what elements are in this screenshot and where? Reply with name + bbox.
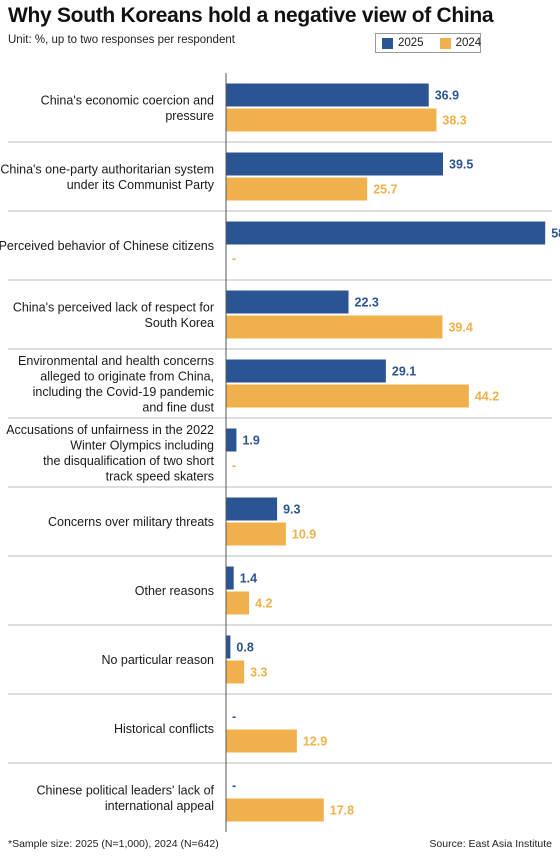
- value-label-2024: -: [232, 459, 236, 473]
- value-label-2025: 22.3: [355, 296, 379, 310]
- category-label: international appeal: [105, 799, 214, 813]
- category-label: including the Covid-19 pandemic: [33, 385, 214, 399]
- legend-swatch-2025: [382, 37, 393, 49]
- value-label-2024: 10.9: [292, 528, 316, 542]
- bar-2024: [226, 177, 368, 201]
- bar-2024: [226, 384, 469, 408]
- chart-subtitle: Unit: %, up to two responses per respond…: [8, 34, 235, 46]
- category-label: China's economic coercion and: [41, 93, 214, 107]
- bar-2025: [226, 359, 386, 383]
- category-label: Concerns over military threats: [48, 515, 214, 529]
- category-label: Historical conflicts: [114, 722, 214, 736]
- category-label: Other reasons: [135, 584, 214, 598]
- category-label: pressure: [165, 109, 214, 123]
- value-label-2025: 29.1: [392, 365, 416, 379]
- legend-swatch-2024: [439, 37, 451, 49]
- bar-2025: [226, 497, 278, 521]
- category-label: Environmental and health concerns: [18, 354, 214, 368]
- category-label: No particular reason: [101, 653, 214, 667]
- value-label-2025: -: [232, 710, 236, 724]
- value-label-2025: 58.1: [551, 227, 560, 241]
- legend-label-2024: 2024: [455, 37, 482, 49]
- bar-2024: [226, 108, 437, 132]
- category-label: South Korea: [145, 316, 215, 330]
- value-label-2024: 38.3: [442, 114, 466, 128]
- bar-2025: [226, 221, 546, 245]
- value-label-2024: 17.8: [330, 804, 354, 818]
- value-label-2025: -: [232, 779, 236, 793]
- legend-item-2024: 2024: [439, 37, 482, 49]
- value-label-2025: 0.8: [236, 641, 253, 655]
- value-label-2024: 12.9: [303, 735, 327, 749]
- bar-2024: [226, 660, 245, 684]
- bar-2025: [226, 428, 237, 452]
- bar-2025: [226, 152, 444, 176]
- value-label-2025: 36.9: [435, 89, 459, 103]
- category-label: the disqualification of two short: [43, 454, 214, 468]
- value-label-2025: 1.4: [240, 572, 257, 586]
- category-label: Perceived behavior of Chinese citizens: [0, 239, 214, 253]
- value-label-2024: 25.7: [373, 183, 397, 197]
- category-label: Winter Olympics including: [70, 438, 214, 452]
- source-note: Source: East Asia Institute: [429, 838, 552, 850]
- value-label-2025: 9.3: [283, 503, 300, 517]
- chart-title: Why South Koreans hold a negative view o…: [8, 4, 494, 27]
- category-label: Accusations of unfairness in the 2022: [6, 423, 214, 437]
- bar-2024: [226, 729, 297, 753]
- bar-2025: [226, 635, 231, 659]
- value-label-2025: 1.9: [242, 434, 259, 448]
- bar-2025: [226, 290, 349, 314]
- bar-2024: [226, 591, 250, 615]
- legend-item-2025: 2025: [382, 37, 424, 49]
- category-label: and fine dust: [142, 400, 214, 414]
- bar-2024: [226, 522, 286, 546]
- footnote: *Sample size: 2025 (N=1,000), 2024 (N=64…: [8, 838, 219, 850]
- value-label-2024: 4.2: [255, 597, 272, 611]
- bar-2025: [226, 566, 234, 590]
- category-label: alleged to originate from China,: [40, 369, 214, 383]
- bar-2024: [226, 798, 324, 822]
- category-label: track speed skaters: [106, 469, 214, 483]
- category-label: China's one-party authoritarian system: [0, 162, 214, 176]
- bar-2025: [226, 83, 429, 107]
- value-label-2024: 3.3: [250, 666, 267, 680]
- legend-label-2025: 2025: [398, 37, 424, 49]
- value-label-2025: 39.5: [449, 158, 473, 172]
- category-label: under its Communist Party: [67, 178, 215, 192]
- value-label-2024: 44.2: [475, 390, 499, 404]
- value-label-2024: -: [232, 252, 236, 266]
- category-label: China's perceived lack of respect for: [13, 300, 214, 314]
- category-label: Chinese political leaders' lack of: [37, 783, 215, 797]
- value-label-2024: 39.4: [448, 321, 472, 335]
- bar-2024: [226, 315, 443, 339]
- legend: 2025 2024: [375, 33, 481, 53]
